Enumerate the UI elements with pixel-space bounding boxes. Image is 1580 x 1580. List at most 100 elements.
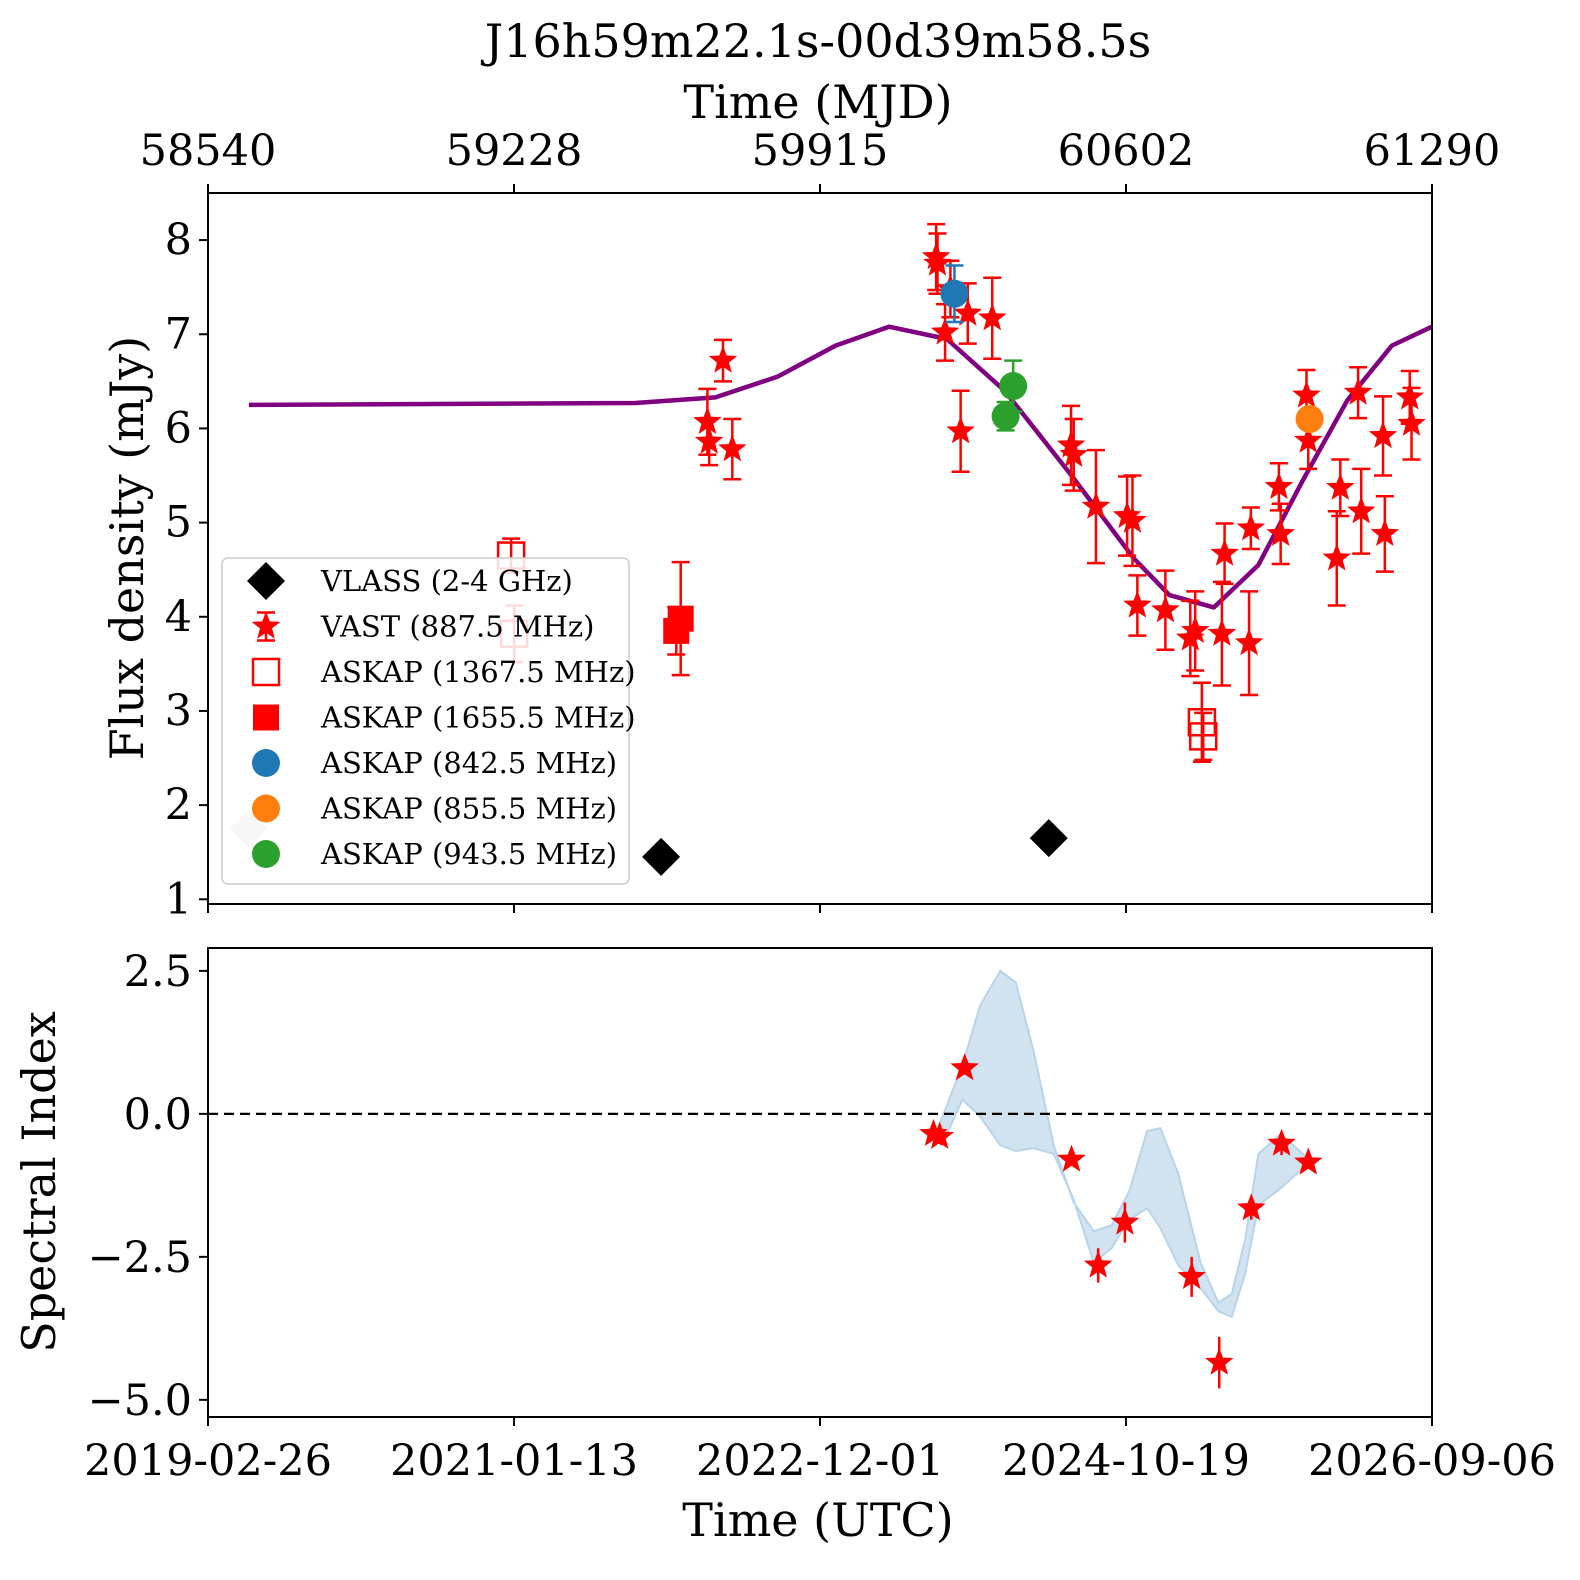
- series-5: [1295, 405, 1324, 434]
- y-tick-label: 0.0: [124, 1090, 192, 1140]
- y-tick-label: 2: [165, 780, 192, 830]
- legend-marker: [252, 840, 280, 868]
- x-tick-label: 2021-01-13: [390, 1436, 638, 1486]
- bottom-axis-title: Time (UTC): [682, 1493, 953, 1547]
- x-top-tick-label: 60602: [1058, 126, 1195, 176]
- data-point: [999, 372, 1028, 401]
- data-point: [1326, 472, 1355, 500]
- data-point: [1266, 518, 1295, 546]
- legend-label: ASKAP (1655.5 MHz): [320, 701, 636, 735]
- data-point: [1188, 722, 1218, 751]
- legend-label: ASKAP (855.5 MHz): [320, 792, 617, 826]
- spectral-panel: 2.5 0.0 −2.5 −5.0 2019-02-26 2021-01-13 2022-1…: [12, 947, 1556, 1547]
- legend-marker: [252, 749, 280, 777]
- y-tick-label: 1: [165, 874, 192, 924]
- legend-marker: [253, 704, 279, 731]
- series-4: [940, 264, 969, 324]
- series-0: [642, 819, 1068, 876]
- data-point: [950, 1053, 979, 1081]
- data-point: [1292, 380, 1321, 408]
- legend-marker: [251, 657, 281, 687]
- data-point: [1118, 505, 1147, 533]
- y-tick-label: 7: [165, 309, 192, 359]
- legend-entry: ASKAP (1655.5 MHz): [253, 701, 636, 735]
- data-point: [1236, 513, 1266, 541]
- flux-ylabel: Flux density (mJy): [100, 336, 154, 760]
- legend-entry: ASKAP (1367.5 MHz): [251, 655, 636, 689]
- data-point: [923, 248, 952, 276]
- data-point: [1112, 501, 1142, 529]
- y-tick-label: 4: [165, 592, 192, 642]
- data-point: [1123, 590, 1152, 618]
- data-point: [940, 279, 969, 308]
- spectral-panel-frame: [207, 947, 1433, 1418]
- chart-title: J16h59m22.1s-00d39m58.5s: [481, 14, 1151, 68]
- y-tick-label: −2.5: [88, 1233, 192, 1283]
- y-tick-label: 3: [165, 686, 192, 736]
- data-point: [1151, 595, 1180, 623]
- series-6: [991, 359, 1028, 432]
- data-point: [1177, 1261, 1206, 1289]
- y-tick-label: −5.0: [88, 1376, 192, 1426]
- data-point: [718, 434, 747, 462]
- y-tick-label: 5: [165, 498, 192, 548]
- spectral-plot-area: [208, 969, 1432, 1389]
- data-point: [1397, 408, 1426, 436]
- data-point: [1056, 430, 1086, 458]
- top-axis-title: Time (MJD): [683, 75, 952, 129]
- flux-axes: 1 2 3 4 5 6 7 8 58540 59228 59915 60602 61290: [140, 126, 1501, 924]
- legend-marker: [251, 611, 281, 639]
- legend-marker: [247, 562, 285, 600]
- data-point: [1029, 819, 1068, 858]
- legend-entry: VAST (887.5 MHz): [251, 610, 594, 644]
- data-point: [1210, 538, 1239, 566]
- x-tick-label: 2019-02-26: [84, 1436, 332, 1486]
- legend-entry: VLASS (2-4 GHz): [247, 562, 573, 600]
- data-point: [1057, 1144, 1086, 1172]
- data-point: [1237, 1193, 1266, 1221]
- x-tick-label: 2026-09-06: [1308, 1436, 1556, 1486]
- data-point: [693, 406, 722, 434]
- legend-marker: [252, 794, 280, 823]
- data-point: [991, 402, 1020, 431]
- data-point: [1347, 496, 1376, 524]
- x-tick-label: 2024-10-19: [1002, 1436, 1250, 1486]
- data-point: [946, 416, 975, 444]
- legend-label: VLASS (2-4 GHz): [320, 564, 573, 598]
- spectral-axes: 2.5 0.0 −2.5 −5.0 2019-02-26 2021-01-13 2022-1…: [84, 947, 1556, 1486]
- data-point: [1207, 618, 1237, 646]
- spectral-index-series: [919, 1053, 1323, 1389]
- series-3: [663, 560, 694, 677]
- data-point: [1081, 491, 1111, 519]
- legend-entry: ASKAP (855.5 MHz): [252, 792, 617, 826]
- legend-entry: ASKAP (842.5 MHz): [252, 746, 617, 780]
- data-point: [1110, 1207, 1140, 1235]
- data-point: [1343, 377, 1373, 405]
- y-tick-label: 8: [165, 215, 192, 265]
- legend-label: VAST (887.5 MHz): [320, 610, 594, 644]
- data-point: [1395, 382, 1424, 410]
- data-point: [694, 426, 724, 454]
- legend-entry: ASKAP (943.5 MHz): [252, 837, 617, 871]
- data-point: [1059, 439, 1088, 467]
- data-point: [667, 605, 694, 632]
- data-point: [1295, 405, 1324, 434]
- x-tick-label: 2022-12-01: [696, 1436, 944, 1486]
- data-point: [1180, 615, 1210, 643]
- x-top-tick-label: 59915: [752, 126, 889, 176]
- data-point: [1370, 518, 1400, 546]
- data-point: [953, 298, 982, 326]
- legend-label: ASKAP (943.5 MHz): [320, 837, 617, 871]
- x-top-tick-label: 61290: [1364, 126, 1501, 176]
- spectral-ylabel: Spectral Index: [12, 1011, 66, 1353]
- data-point: [1368, 421, 1398, 449]
- data-point: [925, 1121, 954, 1149]
- data-point: [1267, 1128, 1296, 1156]
- data-point: [708, 345, 738, 373]
- data-point: [930, 317, 960, 345]
- x-top-tick-label: 58540: [140, 126, 277, 176]
- y-tick-label: 2.5: [124, 947, 192, 997]
- data-point: [1205, 1347, 1234, 1375]
- data-point: [1294, 425, 1323, 453]
